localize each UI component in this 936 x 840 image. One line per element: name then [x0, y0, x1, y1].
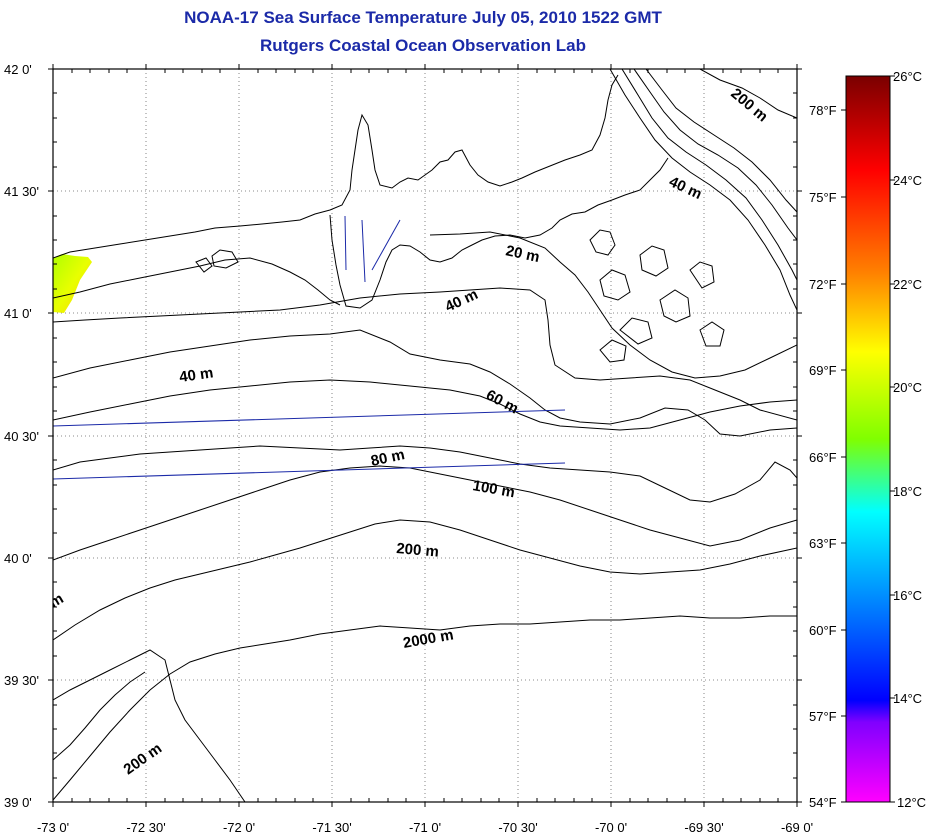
- lon-label: -69 0': [781, 820, 813, 835]
- lat-label: 39 0': [4, 795, 32, 810]
- colorbar-fahrenheit-label: 78°F: [809, 103, 837, 118]
- colorbar-fahrenheit-label: 60°F: [809, 623, 837, 638]
- contour-200m: [53, 519, 797, 641]
- contour-label-edge: m: [47, 590, 67, 611]
- colorbar-celsius-label: 26°C: [893, 69, 922, 84]
- map-subtitle: Rutgers Coastal Ocean Observation Lab: [260, 36, 586, 55]
- sst-data-patch: [53, 254, 92, 313]
- lon-label: -73 0': [37, 820, 69, 835]
- colorbar-celsius-label: 24°C: [893, 173, 922, 188]
- contour-80m: [53, 445, 797, 503]
- lon-label: -71 0': [409, 820, 441, 835]
- contour-40m-north: [53, 287, 797, 421]
- ship-track-1: [53, 409, 566, 427]
- colorbar-fahrenheit-label: 54°F: [809, 795, 837, 810]
- contour-40m-south: [53, 329, 797, 437]
- ship-track-bay: [344, 215, 401, 283]
- contour-20m: [429, 231, 797, 379]
- contour-label-200m-sw: 200 m: [121, 740, 166, 778]
- lon-label: -70 30': [498, 820, 537, 835]
- contour-label-20m: 20 m: [504, 242, 541, 266]
- colorbar-celsius-label: 14°C: [893, 691, 922, 706]
- colorbar-fahrenheit-label: 66°F: [809, 450, 837, 465]
- colorbar-celsius-label: 16°C: [893, 588, 922, 603]
- contour-2000m: [53, 615, 797, 801]
- cape-cod-outline: [195, 229, 725, 363]
- contour-60m: [53, 379, 797, 431]
- map-title: NOAA-17 Sea Surface Temperature July 05,…: [184, 8, 662, 27]
- colorbar-fahrenheit-label: 63°F: [809, 536, 837, 551]
- contour-label-40m-west: 40 m: [178, 364, 214, 386]
- lat-label: 41 30': [4, 184, 39, 199]
- map-grid: [53, 69, 797, 802]
- colorbar-celsius-label: 18°C: [893, 484, 922, 499]
- lat-label: 41 0': [4, 306, 32, 321]
- lon-label: -72 30': [126, 820, 165, 835]
- colorbar-celsius-label: 22°C: [893, 277, 922, 292]
- longitude-labels: -73 0' -72 30' -72 0' -71 30' -71 0' -70…: [37, 820, 813, 835]
- contour-100m: [53, 465, 797, 561]
- contour-label-60m: 60 m: [483, 387, 521, 418]
- lat-label: 40 0': [4, 551, 32, 566]
- contour-label-40m-central: 40 m: [443, 286, 481, 316]
- contour-200m-southwest: [53, 649, 246, 802]
- colorbar-gradient: [845, 75, 891, 803]
- lon-label: -70 0': [595, 820, 627, 835]
- lon-label: -72 0': [223, 820, 255, 835]
- contour-label-200m-ne: 200 m: [727, 85, 771, 125]
- colorbar-celsius-label: 12°C: [897, 795, 926, 810]
- contour-east-shelf: [609, 69, 797, 311]
- lon-label: -69 30': [684, 820, 723, 835]
- colorbar: 26°C 24°C 22°C 20°C 18°C 16°C 14°C 12°C …: [809, 69, 926, 810]
- lat-label: 42 0': [4, 62, 32, 77]
- contour-label-2000m: 2000 m: [402, 626, 455, 652]
- colorbar-fahrenheit-label: 75°F: [809, 190, 837, 205]
- contour-label-200m: 200 m: [396, 540, 440, 561]
- colorbar-fahrenheit-label: 57°F: [809, 709, 837, 724]
- ship-track-2: [53, 462, 566, 480]
- colorbar-celsius-label: 20°C: [893, 380, 922, 395]
- latitude-labels: 42 0' 41 30' 41 0' 40 30' 40 0' 39 30' 3…: [4, 62, 39, 810]
- colorbar-fahrenheit-label: 69°F: [809, 363, 837, 378]
- lon-label: -71 30': [312, 820, 351, 835]
- colorbar-fahrenheit-label: 72°F: [809, 277, 837, 292]
- map-ticks: [48, 64, 802, 807]
- lat-label: 39 30': [4, 673, 39, 688]
- coastline: [53, 74, 669, 309]
- lat-label: 40 30': [4, 429, 39, 444]
- contour-label-80m: 80 m: [369, 446, 406, 470]
- contour-label-100m: 100 m: [471, 477, 516, 501]
